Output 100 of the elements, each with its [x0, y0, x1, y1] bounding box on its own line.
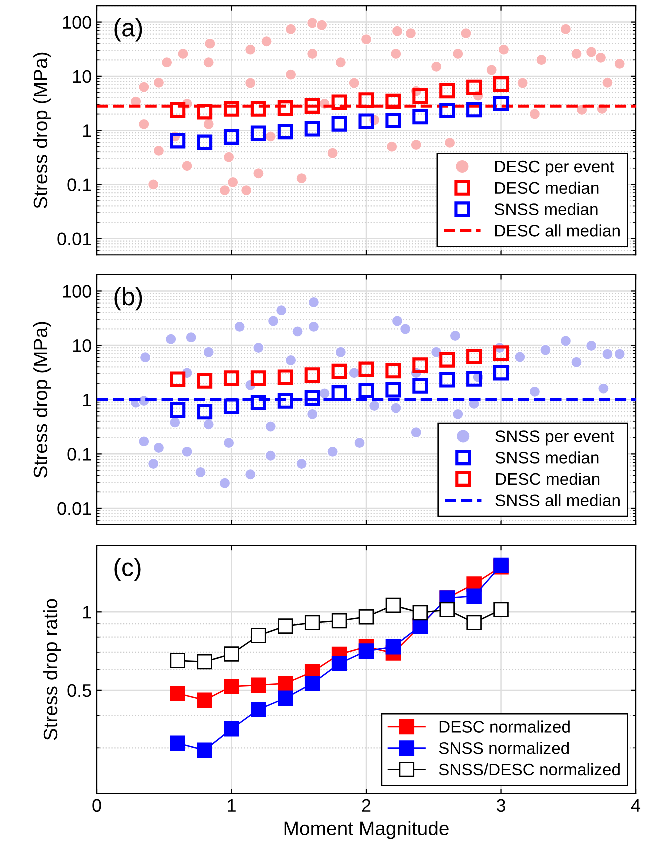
point: [358, 362, 374, 378]
point: [412, 605, 428, 621]
point: [186, 332, 198, 344]
legend-label: SNSS all median: [496, 494, 620, 507]
y-tick-label: 100: [63, 16, 92, 30]
point: [614, 348, 626, 360]
legend-label: DESC median: [495, 182, 599, 194]
point: [197, 654, 212, 670]
point: [430, 61, 442, 73]
annotation: (c): [114, 558, 141, 582]
legend-label: DESC median: [496, 472, 600, 486]
point: [170, 686, 186, 702]
point: [140, 352, 152, 364]
point: [390, 402, 402, 414]
point: [540, 344, 552, 356]
point: [306, 48, 318, 60]
point: [148, 178, 160, 190]
annotation: (b): [114, 287, 142, 311]
y-tick-label: 100: [63, 285, 92, 298]
point: [494, 602, 509, 618]
point: [332, 656, 348, 672]
point: [224, 101, 240, 117]
annotation: (a): [114, 18, 142, 42]
point: [153, 77, 165, 89]
point: [250, 370, 266, 386]
point: [400, 323, 412, 335]
point: [335, 346, 347, 358]
point: [244, 468, 256, 480]
legend-label: SNSS median: [494, 203, 598, 216]
x-tick-label: 4: [631, 800, 641, 812]
y-tick-label: 0.5: [68, 684, 92, 698]
point: [368, 400, 380, 412]
y-tick-label: 0.1: [68, 178, 92, 192]
point: [466, 348, 482, 365]
point: [358, 114, 374, 130]
legend-label: SNSS normalized: [439, 742, 570, 754]
point: [250, 101, 266, 117]
point: [360, 34, 372, 46]
point: [224, 679, 240, 694]
point: [386, 363, 402, 379]
point: [529, 108, 541, 120]
x-tick-label: 3: [496, 799, 506, 812]
point: [138, 118, 150, 130]
point: [234, 321, 246, 333]
point: [224, 398, 240, 414]
point: [444, 137, 456, 149]
point: [354, 437, 366, 449]
point: [348, 367, 360, 379]
point: [514, 351, 526, 364]
point: [452, 48, 464, 60]
point: [386, 141, 398, 153]
point: [602, 348, 614, 360]
point: [410, 139, 422, 151]
point: [410, 426, 422, 438]
point: [197, 373, 213, 389]
point: [251, 628, 266, 644]
point: [358, 92, 374, 108]
point: [386, 598, 402, 614]
point: [251, 678, 266, 694]
point: [197, 692, 212, 708]
point: [278, 393, 294, 409]
point: [466, 102, 482, 118]
point: [466, 80, 482, 96]
point: [304, 98, 320, 114]
point: [285, 354, 297, 366]
point: [251, 702, 266, 718]
point: [332, 116, 348, 132]
point: [276, 304, 288, 316]
point: [278, 690, 294, 706]
point: [460, 28, 472, 40]
point: [197, 742, 212, 758]
point: [493, 76, 510, 92]
point: [223, 437, 235, 449]
point: [292, 326, 304, 338]
point: [278, 100, 294, 116]
point: [536, 54, 548, 66]
point: [194, 466, 207, 478]
y-tick-label: 10: [73, 70, 92, 84]
point: [203, 118, 215, 130]
point: [440, 103, 456, 119]
point: [466, 371, 482, 387]
point: [224, 722, 240, 737]
point: [335, 56, 347, 68]
point: [268, 315, 280, 328]
point: [327, 148, 339, 160]
point: [304, 390, 320, 406]
point: [165, 334, 177, 346]
x-tick-label: 2: [362, 799, 371, 812]
point: [244, 77, 256, 89]
point: [223, 152, 235, 164]
point: [332, 386, 348, 402]
y-axis-title: Stress drop ratio: [43, 599, 62, 740]
point: [486, 64, 498, 76]
point: [296, 172, 308, 184]
point: [466, 615, 482, 631]
point: [318, 388, 331, 400]
point: [466, 588, 482, 604]
point: [493, 365, 510, 381]
point: [250, 394, 266, 411]
point: [598, 382, 610, 395]
